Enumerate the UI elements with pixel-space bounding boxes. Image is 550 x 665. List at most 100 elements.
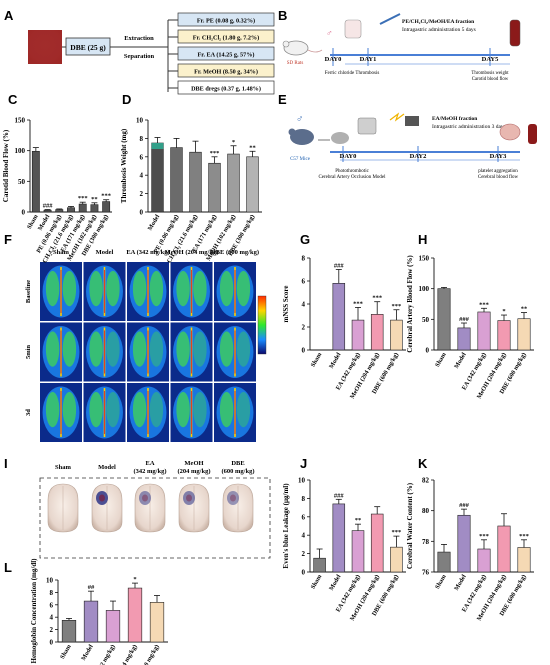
chart-h: 0 50 100 150 Cerebral Artery Blood Flow (%) S…: [406, 255, 534, 400]
b-fraction-label: PE/CH₂Cl₂/MeOH/EA fraction: [402, 19, 474, 25]
bar: [189, 151, 202, 213]
y-tick-label: 8: [302, 495, 306, 503]
rats-label: SD Rats: [287, 61, 304, 66]
bar: [83, 600, 99, 643]
significance-mark: ***: [101, 193, 111, 200]
fraction-box: [177, 63, 275, 78]
significance-mark: ***: [353, 300, 363, 307]
panel-letter-h: H: [418, 232, 427, 247]
y-tick-label: 8: [302, 255, 306, 263]
y-tick-label: 80: [422, 507, 430, 515]
significance-mark: ###: [459, 316, 470, 323]
fraction-box: [177, 46, 275, 61]
speckle-hemisphere-right: [149, 391, 164, 428]
speckle-hemisphere-left: [176, 331, 190, 367]
brain-column-label: (204 mg/kg): [177, 468, 210, 475]
speckle-hemisphere-right: [106, 270, 120, 307]
bar: [477, 548, 491, 573]
lesion-core: [186, 494, 192, 502]
e-fraction-label: EA/MeOH fraction: [432, 116, 477, 122]
panel-b-scheme: SD Rats ♂ PE/CH₂Cl₂/MeOH/EA fraction Int…: [282, 13, 521, 82]
e-under-day3-2: Cerebral blood flow: [478, 175, 519, 180]
y-tick-label: 8: [140, 135, 144, 143]
y-tick-label: 78: [422, 538, 430, 546]
speckle-column-label: Sham: [53, 249, 69, 256]
bar: [390, 546, 403, 573]
b-admin-label: Intragastric administration 5 days: [402, 27, 476, 33]
bar: [351, 530, 365, 573]
syringe-icon: [379, 13, 401, 25]
blood-tube-icon: [509, 19, 521, 47]
speckle-hemisphere-right: [149, 270, 164, 307]
x-category-label: Model: [80, 643, 95, 662]
y-axis-label: Carotid Blood Flow (%): [2, 129, 10, 202]
bar: [332, 503, 346, 573]
panel-letter-i: I: [4, 456, 8, 471]
b-day5: DAY5: [482, 56, 499, 63]
evans-blue-spot: [227, 491, 239, 505]
y-axis-label: Even's blue Leakage (µg/ml): [282, 483, 290, 569]
significance-mark: ***: [479, 533, 489, 540]
significance-mark: ##: [88, 584, 95, 591]
panel-letter-l: L: [4, 560, 12, 575]
y-tick-label: 100: [15, 147, 26, 155]
x-category-label: Sham: [434, 573, 448, 590]
bar: [517, 318, 531, 351]
bar: [370, 314, 384, 351]
evans-blue-spot: [139, 491, 151, 505]
speckle-row-label: 3d: [25, 409, 32, 416]
significance-mark: ###: [43, 203, 54, 210]
dbe-source-label: DBE (25 g): [70, 43, 106, 52]
speckle-column-label: MeOH (204 mg/kg): [165, 249, 219, 256]
y-tick-label: 6: [140, 153, 144, 161]
y-tick-label: 6: [302, 278, 306, 286]
speckle-hemisphere-left: [176, 391, 190, 428]
bar: [517, 547, 531, 573]
bar: [457, 514, 471, 573]
male-icon: ♂: [326, 28, 333, 38]
speckle-hemisphere-left: [45, 391, 60, 428]
e-under-day0-1: Photothrombotic: [335, 169, 369, 174]
speckle-hemisphere-right: [236, 391, 251, 428]
significance-mark: ***: [392, 529, 402, 536]
x-category-label: Model: [328, 351, 343, 370]
speckle-column-label: EA (342 mg/kg): [126, 249, 169, 256]
significance-mark: ***: [392, 303, 402, 310]
x-category-label: Model: [453, 351, 468, 370]
significance-mark: *: [502, 308, 505, 315]
y-axis-label: Cerebral Artery Blood Flow (%): [406, 255, 414, 353]
panel-a-scheme: DBE (25 g) Extraction Separation Fr. PE …: [28, 12, 275, 95]
bar: [102, 201, 111, 213]
y-tick-label: 100: [419, 285, 430, 293]
brain-column-label: (342 mg/kg): [133, 468, 166, 475]
bar: [105, 610, 121, 643]
chart-l: 0 2 4 6 8 10 Hemoglobin Concentration (mg/dl) S…: [30, 558, 168, 665]
y-tick-label: 76: [422, 569, 430, 577]
y-tick-label: 0: [140, 209, 144, 217]
lesion-core: [99, 494, 105, 502]
x-category-label: Model: [453, 573, 468, 592]
bar: [497, 525, 511, 573]
x-category-label: Sham: [310, 351, 324, 368]
bar: [437, 288, 451, 351]
brain-column-label: Model: [98, 464, 116, 471]
speckle-hemisphere-left: [219, 331, 234, 367]
process-label-2: Separation: [124, 53, 155, 60]
male-icon-e: ♂: [296, 114, 304, 125]
speckle-hemisphere-right: [106, 391, 120, 428]
significance-mark: **: [249, 144, 256, 151]
bar: [437, 551, 451, 573]
bar: [313, 557, 326, 573]
lesion-core: [142, 494, 148, 502]
bar: [78, 203, 87, 213]
speckle-hemisphere-left: [89, 331, 103, 367]
mouse-icon: [290, 129, 314, 145]
b-under-day5-2: Carotid blood flow: [472, 77, 509, 82]
speckle-hemisphere-left: [176, 270, 190, 307]
speckle-hemisphere-left: [219, 270, 234, 307]
bar: [477, 311, 491, 351]
bar: [227, 153, 240, 213]
bar: [127, 587, 143, 643]
